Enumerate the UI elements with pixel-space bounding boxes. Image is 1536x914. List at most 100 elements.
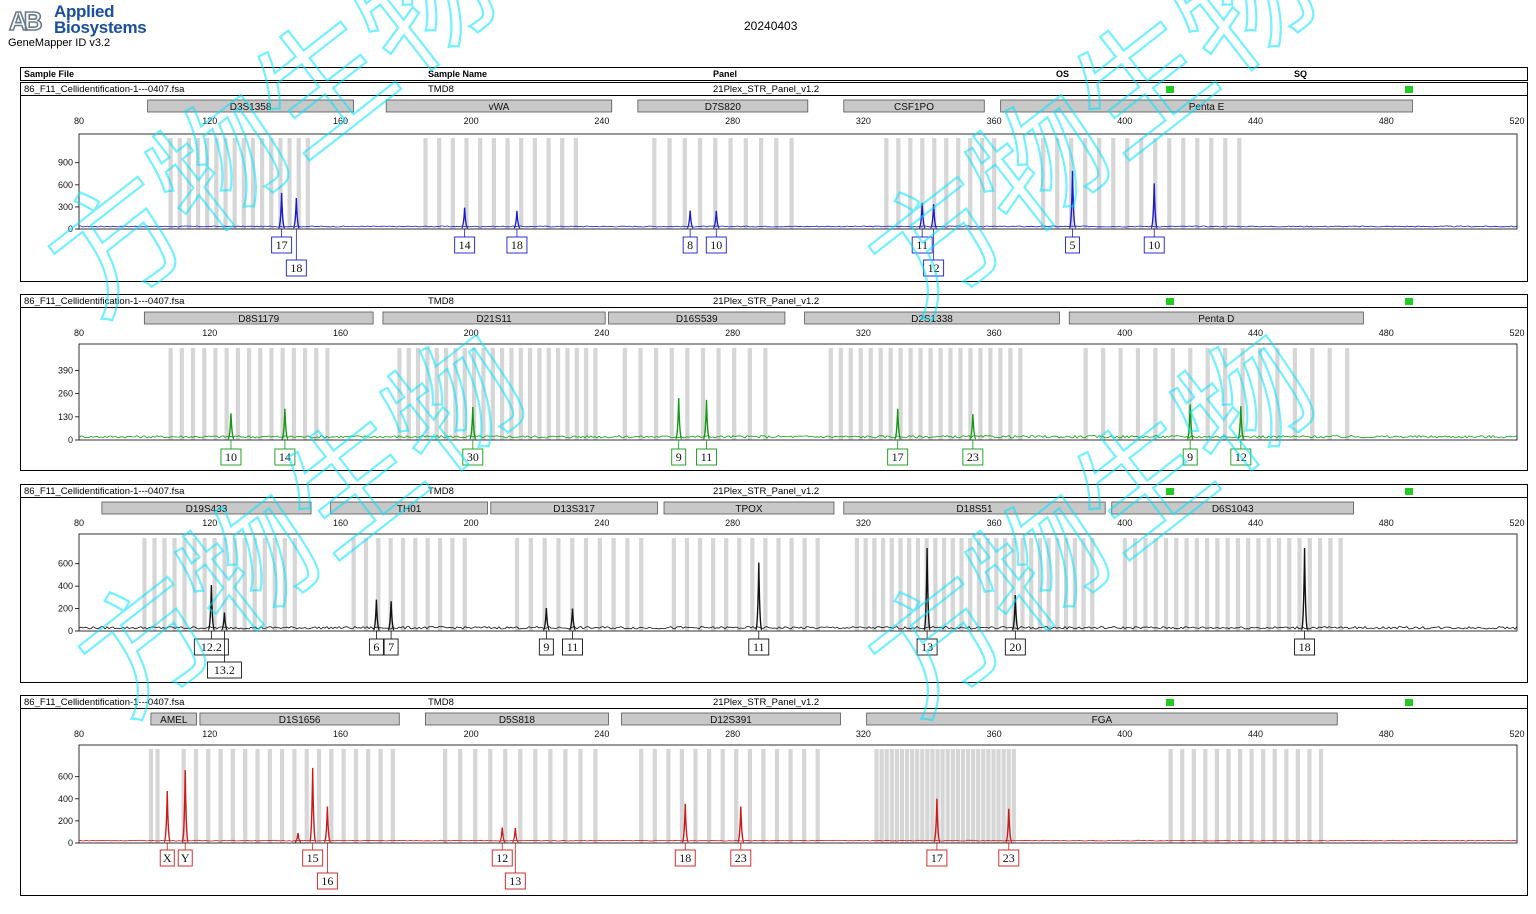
allele-call-label: 11 — [753, 640, 765, 654]
allele-call-box — [159, 849, 175, 867]
allele-bin — [1020, 538, 1025, 631]
allele-bin — [528, 538, 533, 631]
allele-call-label: X — [163, 851, 172, 865]
marker-box-penta-d — [1068, 311, 1364, 325]
peak — [512, 828, 519, 843]
allele-bin — [1001, 749, 1006, 843]
marker-box-d1s1656 — [199, 712, 400, 726]
allele-bin — [450, 138, 455, 229]
allele-bin — [195, 138, 201, 229]
allele-call-box — [506, 236, 528, 254]
allele-bin — [302, 348, 308, 440]
x-tick-label: 440 — [1248, 729, 1263, 739]
allele-bin — [179, 348, 184, 440]
allele-bin — [148, 749, 154, 843]
peak — [1186, 404, 1194, 440]
allele-bin — [292, 538, 297, 631]
y-tick-label: 0 — [68, 626, 73, 636]
allele-bin — [168, 138, 173, 229]
marker-box-fga — [866, 712, 1338, 726]
allele-call-box — [177, 849, 193, 867]
allele-bin — [941, 538, 947, 631]
allele-call-label: 7 — [388, 640, 394, 654]
allele-call-box — [1230, 448, 1252, 466]
allele-bin — [1135, 348, 1141, 440]
sample-file-value: 86_F11_Cellidentification-1---0407.fsa — [24, 84, 185, 95]
allele-bin — [884, 138, 889, 229]
allele-bin — [996, 749, 1001, 843]
allele-bin — [423, 138, 428, 229]
allele-bin — [206, 749, 211, 843]
y-tick-label: 0 — [68, 224, 73, 234]
allele-bin — [329, 749, 334, 843]
allele-bin — [546, 138, 551, 229]
x-tick-label: 520 — [1509, 518, 1524, 528]
x-tick-label: 520 — [1509, 729, 1524, 739]
allele-bin — [720, 749, 725, 843]
allele-bin — [1181, 138, 1186, 229]
allele-bin — [879, 749, 884, 843]
allele-bin — [944, 138, 949, 229]
allele-bin — [478, 138, 483, 229]
allele-bin — [363, 538, 369, 631]
electropherogram-panel-red: 86_F11_Cellidentification-1---0407.fsa T… — [20, 695, 1528, 896]
allele-bin — [1055, 138, 1060, 229]
allele-bin — [390, 749, 395, 843]
allele-bin — [948, 348, 953, 440]
allele-bin — [848, 348, 853, 440]
allele-bin — [1257, 348, 1263, 440]
allele-bin — [1037, 538, 1043, 631]
os-flag — [1166, 298, 1174, 305]
allele-bin — [1168, 749, 1173, 843]
x-tick-label: 320 — [856, 729, 871, 739]
allele-bin — [750, 538, 755, 631]
x-tick-label: 240 — [594, 328, 609, 338]
allele-bin — [413, 538, 418, 631]
allele-bin — [464, 138, 469, 229]
allele-call-label: 17 — [931, 851, 943, 865]
allele-bin — [366, 749, 371, 843]
allele-bin — [898, 538, 903, 631]
allele-bin — [988, 348, 993, 440]
allele-bin — [218, 749, 223, 843]
marker-label: D19S433 — [186, 504, 228, 515]
peak — [323, 806, 332, 843]
allele-bin — [758, 138, 764, 229]
allele-bin — [1083, 348, 1088, 440]
peak — [372, 599, 381, 631]
y-tick-label: 600 — [58, 559, 73, 569]
marker-label: Penta E — [1189, 102, 1225, 113]
peak — [513, 210, 521, 229]
allele-bin — [190, 348, 196, 440]
allele-bin — [978, 348, 983, 440]
allele-bin — [1276, 538, 1282, 631]
allele-bin — [955, 749, 960, 843]
panel-value: 21Plex_STR_Panel_v1.2 — [713, 84, 820, 95]
allele-bin — [732, 348, 737, 440]
allele-bin — [933, 538, 938, 631]
allele-bin — [453, 348, 458, 440]
x-tick-label: 280 — [725, 729, 740, 739]
product-name: GeneMapper ID v3.2 — [8, 37, 111, 49]
allele-bin — [930, 749, 935, 843]
allele-bin — [583, 538, 589, 631]
peak — [675, 398, 683, 440]
allele-bin — [491, 138, 496, 229]
allele-bin — [815, 749, 820, 843]
allele-call-label: 17 — [276, 238, 288, 252]
allele-bin — [669, 348, 674, 440]
allele-bin — [950, 749, 955, 843]
allele-bin — [503, 749, 508, 843]
allele-bin — [802, 538, 807, 631]
sq-flag — [1405, 699, 1413, 706]
marker-label: D12S391 — [710, 715, 752, 726]
allele-bin — [291, 348, 296, 440]
allele-bin — [611, 538, 616, 631]
allele-bin — [868, 348, 873, 440]
marker-box-penta-e — [1000, 99, 1413, 113]
allele-bin — [899, 749, 905, 843]
allele-bin — [518, 749, 523, 843]
sample-info-row: 86_F11_Cellidentification-1---0407.fsa T… — [21, 295, 1527, 308]
marker-box-d6s1043 — [1111, 501, 1354, 515]
